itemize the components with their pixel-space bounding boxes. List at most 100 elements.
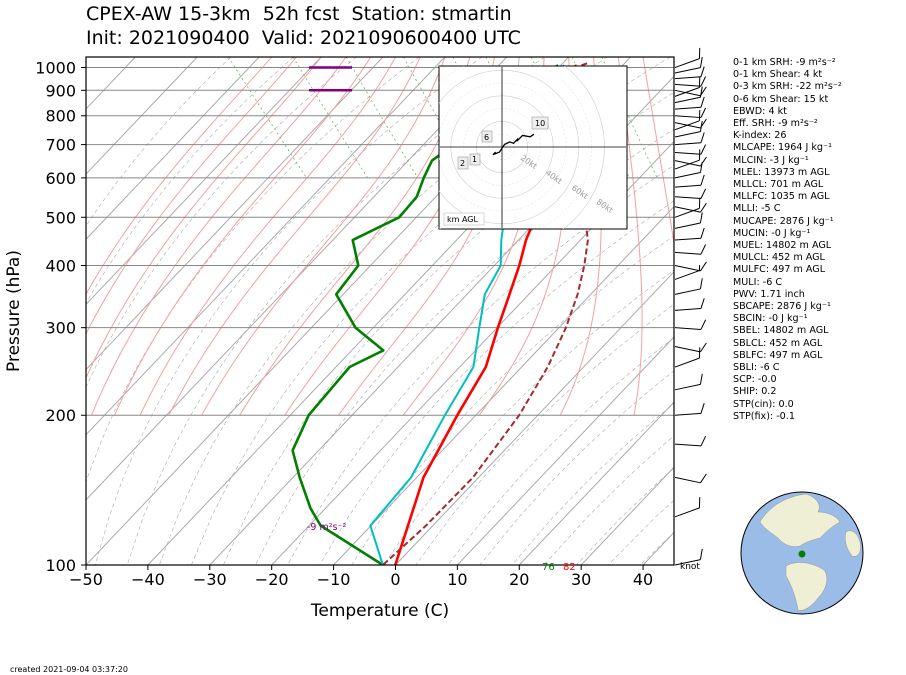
wind-barb-flag (700, 132, 705, 143)
hodograph-inset: 20kt 40kt 60kt 80kt 1 2 6 10 km AGL (438, 65, 628, 230)
wind-barb (674, 227, 705, 241)
wind-barb-flag (700, 319, 707, 330)
moist-adiabat (201, 57, 446, 416)
x-tick-label: −30 (193, 570, 227, 589)
x-tick-label: −10 (317, 570, 351, 589)
isotherm (86, 57, 198, 175)
wind-barb-flag (698, 76, 701, 88)
sounding-parameters-panel: 0-1 km SRH: -9 m²s⁻² 0-1 km Shear: 4 kt 0-… (733, 57, 842, 423)
barb-unit-label: knot (680, 562, 700, 572)
wind-barb-flag (700, 403, 705, 414)
wind-barb-staff (674, 159, 700, 170)
wind-barb-staff (674, 237, 701, 241)
wind-barb (674, 86, 703, 104)
wind-barb (674, 149, 701, 170)
surface-temperature-label: 82 (563, 562, 576, 573)
hodograph-height-label: 6 (484, 133, 489, 142)
stat-line: MLLCL: 701 m AGL (733, 179, 824, 191)
dry-adiabat (126, 57, 545, 565)
wind-barb-flag (699, 161, 703, 173)
wind-barb (674, 202, 707, 213)
stat-line: PWV: 1.71 inch (733, 288, 805, 300)
wind-barb-staff (674, 476, 701, 484)
wind-barb-staff (674, 142, 701, 146)
dry-adiabat (255, 128, 674, 565)
wind-barb (674, 342, 707, 353)
wind-barb (674, 197, 701, 218)
wind-barb-flag (698, 347, 701, 359)
wind-barb (674, 132, 705, 146)
wind-barb-staff (674, 288, 701, 295)
wind-barb-flag (699, 86, 703, 98)
wind-barb-staff (674, 308, 701, 311)
stat-line: SBLFC: 497 m AGL (733, 349, 823, 361)
wind-barb (674, 373, 703, 391)
stat-line: MUEL: 14802 m AGL (733, 240, 832, 252)
plot-frame (85, 56, 675, 566)
wind-barb-staff (674, 270, 700, 280)
hodograph-height-label: 10 (535, 119, 545, 128)
moist-adiabat (86, 57, 322, 380)
wind-barb-staff (674, 131, 701, 138)
wind-barb-staff (674, 412, 701, 416)
surface-dewpoint-label: 76 (542, 562, 555, 573)
wind-barb-flag (699, 56, 703, 68)
y-tick-label: 600 (45, 169, 76, 188)
x-tick-label: −50 (69, 570, 103, 589)
wind-barb (674, 347, 701, 368)
wind-barb-staff (674, 251, 701, 255)
dry-adiabat (86, 57, 420, 484)
hodograph-trace (492, 133, 535, 156)
wind-barb-staff (674, 172, 701, 179)
wind-barb-staff (674, 96, 701, 104)
isotherm (518, 401, 674, 565)
wind-barb-staff (674, 67, 701, 74)
wind-barb (674, 56, 703, 74)
dry-adiabat (319, 200, 674, 565)
landmass-africa (845, 530, 861, 557)
wind-barb (674, 110, 701, 131)
stat-line: 0-3 km SRH: -22 m²s⁻² (733, 81, 842, 93)
y-axis-label: Pressure (hPa) (4, 250, 24, 372)
station-marker (798, 550, 806, 558)
stat-line: SBCIN: -0 J kg⁻¹ (733, 313, 808, 325)
wind-barb-flag (700, 227, 705, 239)
mixing-ratio-line (228, 57, 307, 179)
x-tick-label: −40 (131, 570, 165, 589)
isotherm (395, 271, 674, 565)
landmass-south-america (785, 562, 828, 611)
wind-barb (674, 435, 707, 447)
chart-title-line2: Init: 2021090400 Valid: 2021090600400 UT… (86, 27, 521, 49)
landmass-north-america (759, 493, 841, 547)
wind-barb-staff (674, 58, 700, 69)
wind-barb-staff (674, 327, 701, 330)
chart-title-line1: CPEX-AW 15-3km 52h fcst Station: stmarti… (86, 3, 512, 25)
moist-adiabat (139, 57, 396, 416)
wind-barb (674, 188, 707, 200)
stat-line: Eff. SRH: -9 m²s⁻² (733, 118, 818, 130)
wind-barb-flag (700, 298, 705, 309)
wind-barb-flag (700, 144, 707, 155)
wind-barb-flag (700, 261, 707, 272)
stat-line: K-index: 26 (733, 130, 787, 142)
stat-line: MLCAPE: 1964 J kg⁻¹ (733, 142, 832, 154)
x-tick-label: 0 (390, 570, 400, 589)
stat-line: MLLFC: 1035 m AGL (733, 191, 830, 203)
y-tick-label: 300 (45, 319, 76, 338)
stat-line: MULFC: 497 m AGL (733, 264, 826, 276)
wind-barb (674, 174, 705, 188)
wind-barb (674, 298, 705, 311)
wind-barb-staff (674, 151, 701, 155)
wind-barb-staff (674, 83, 701, 87)
wind-barb-staff (674, 76, 701, 80)
wind-barb-staff (674, 106, 701, 110)
dry-adiabat (351, 235, 674, 565)
isotherm (86, 57, 508, 501)
srh-label: -9 m²s⁻² (307, 522, 347, 533)
wind-barb (674, 47, 701, 69)
wind-barb-staff (674, 115, 701, 119)
wind-barb-flag (700, 96, 705, 108)
isotherm (86, 57, 446, 436)
wind-barb (674, 120, 703, 138)
dry-adiabat (86, 57, 232, 227)
